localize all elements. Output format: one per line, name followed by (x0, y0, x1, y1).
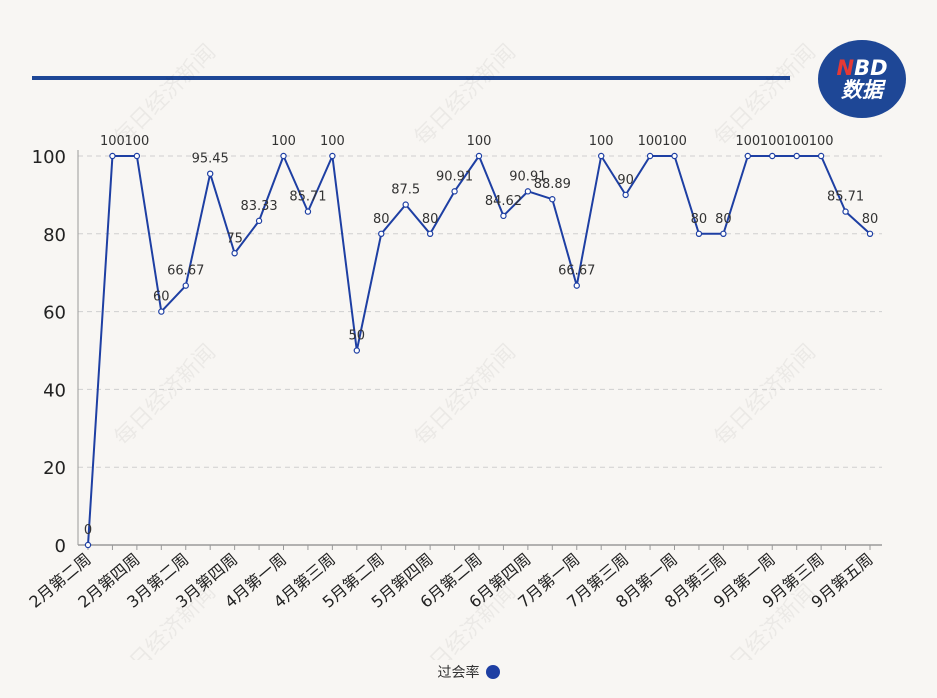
data-point (597, 152, 605, 160)
y-tick-label: 20 (43, 458, 66, 479)
data-point (744, 152, 752, 160)
data-label: 88.89 (534, 177, 571, 192)
data-point (720, 230, 727, 237)
logo-text-data: 数据 (841, 78, 883, 102)
data-label: 100 (760, 134, 785, 149)
data-label: 100 (784, 134, 809, 149)
watermark-text: 每日经济新闻 (410, 40, 521, 151)
data-label: 100 (809, 134, 834, 149)
data-label: 50 (349, 329, 366, 344)
data-label: 84.62 (485, 194, 522, 209)
nbd-data-logo: NBD 数据 (818, 40, 906, 118)
data-point (280, 152, 287, 160)
data-label: 85.71 (827, 190, 864, 205)
data-point (842, 208, 849, 215)
watermark-text: 每日经济新闻 (110, 340, 221, 451)
x-axis: 2月第二周2月第四周3月第二周3月第四周4月第一周4月第三周5月第二周5月第四周… (26, 544, 882, 612)
data-point (817, 152, 825, 160)
data-label: 83.33 (240, 199, 277, 214)
legend: 过会率 (0, 662, 937, 682)
data-label: 80 (862, 212, 879, 227)
data-point (866, 230, 874, 237)
data-point (353, 347, 361, 354)
data-label: 80 (715, 212, 732, 227)
data-label: 100 (124, 134, 149, 149)
data-point (255, 217, 263, 225)
data-point (231, 250, 238, 257)
data-label: 100 (638, 134, 663, 149)
data-point (378, 230, 385, 237)
data-label: 90 (617, 173, 634, 188)
data-point (793, 152, 800, 160)
data-label: 60 (153, 290, 170, 305)
watermark-text: 每日经济新闻 (710, 340, 821, 451)
header-rule (32, 76, 790, 80)
data-point (646, 152, 654, 160)
data-point (182, 282, 189, 289)
data-label: 87.5 (391, 183, 420, 198)
data-label: 100 (735, 134, 760, 149)
data-point (84, 541, 92, 549)
data-point (158, 308, 165, 315)
data-point (524, 188, 532, 195)
data-label: 66.67 (558, 264, 595, 279)
data-point (133, 152, 141, 160)
data-point (475, 152, 483, 160)
data-label: 90.91 (436, 169, 473, 184)
data-point (109, 152, 116, 160)
data-point (695, 230, 703, 237)
data-point (769, 152, 776, 160)
logo-letters-bd: BD (854, 55, 888, 80)
data-point (451, 188, 458, 195)
y-tick-label: 40 (43, 380, 66, 401)
series-pass-rate (84, 152, 874, 549)
y-tick-label: 60 (43, 303, 66, 324)
y-tick-label: 80 (43, 225, 66, 246)
data-label: 100 (271, 134, 296, 149)
data-point (426, 230, 434, 237)
legend-label: 过会率 (437, 665, 480, 681)
data-label: 90.91 (509, 169, 546, 184)
data-point (671, 152, 678, 160)
data-label: 100 (589, 134, 614, 149)
data-point (329, 152, 336, 160)
data-point (304, 208, 312, 215)
data-label: 100 (320, 134, 345, 149)
data-point (573, 282, 580, 289)
data-label: 0 (84, 523, 92, 538)
data-point (549, 196, 556, 203)
data-label: 100 (467, 134, 492, 149)
data-label: 85.71 (289, 190, 326, 205)
data-label: 66.67 (167, 264, 204, 279)
data-label: 95.45 (192, 152, 229, 167)
grid-lines (78, 155, 882, 468)
data-label: 80 (373, 212, 390, 227)
watermark-text: 每日经济新闻 (410, 340, 521, 451)
data-point (622, 191, 629, 199)
logo-letter-n: N (836, 55, 855, 80)
data-point (500, 212, 507, 220)
data-label: 80 (422, 212, 439, 227)
data-label: 80 (691, 212, 708, 227)
legend-marker (485, 665, 500, 679)
y-tick-label: 0 (55, 536, 66, 557)
y-tick-label: 100 (32, 147, 66, 168)
data-label: 100 (662, 134, 687, 149)
data-point (402, 201, 409, 208)
y-axis: 0 20 40 60 80 100 (32, 147, 79, 557)
data-label: 75 (226, 231, 243, 246)
data-label: 100 (100, 134, 125, 149)
data-point (206, 170, 214, 177)
